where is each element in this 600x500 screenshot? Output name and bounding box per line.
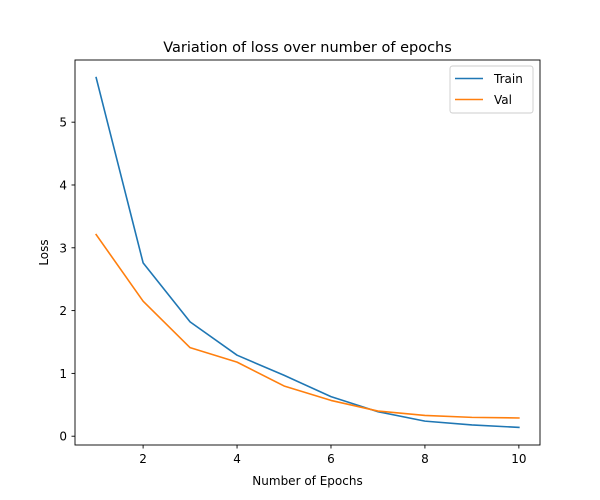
x-tick-label: 10 (511, 452, 526, 466)
x-tick-label: 4 (233, 452, 241, 466)
series-line-train (95, 76, 520, 429)
y-tick-label: 4 (59, 178, 67, 192)
series-line-val (95, 233, 520, 419)
plot-frame (74, 59, 541, 446)
series-lines (95, 76, 520, 429)
y-tick-label: 5 (59, 116, 67, 130)
y-axis-label: Loss (37, 239, 51, 265)
chart-title: Variation of loss over number of epochs (163, 40, 452, 56)
y-tick-label: 2 (59, 304, 67, 318)
legend: Train Val (449, 65, 534, 114)
legend-label-val: Val (494, 93, 512, 107)
legend-label-train: Train (493, 72, 523, 86)
plot-area (74, 59, 541, 446)
x-axis: 2 4 6 8 10 (139, 445, 527, 466)
y-axis: 0 1 2 3 4 5 (59, 116, 75, 444)
x-axis-label: Number of Epochs (252, 474, 362, 488)
y-tick-label: 0 (59, 430, 67, 444)
x-tick-label: 2 (139, 452, 147, 466)
x-tick-label: 8 (421, 452, 429, 466)
x-tick-label: 6 (327, 452, 335, 466)
y-tick-label: 3 (59, 241, 67, 255)
y-tick-label: 1 (59, 367, 67, 381)
